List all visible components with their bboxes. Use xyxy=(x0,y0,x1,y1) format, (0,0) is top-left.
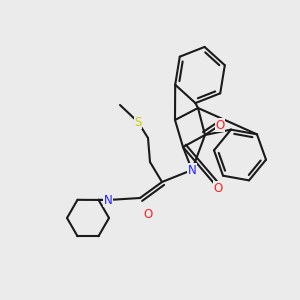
Text: N: N xyxy=(188,164,196,176)
Text: O: O xyxy=(215,118,225,131)
Text: S: S xyxy=(134,116,142,128)
Text: N: N xyxy=(103,194,112,206)
Text: O: O xyxy=(213,182,223,194)
Text: O: O xyxy=(143,208,153,220)
